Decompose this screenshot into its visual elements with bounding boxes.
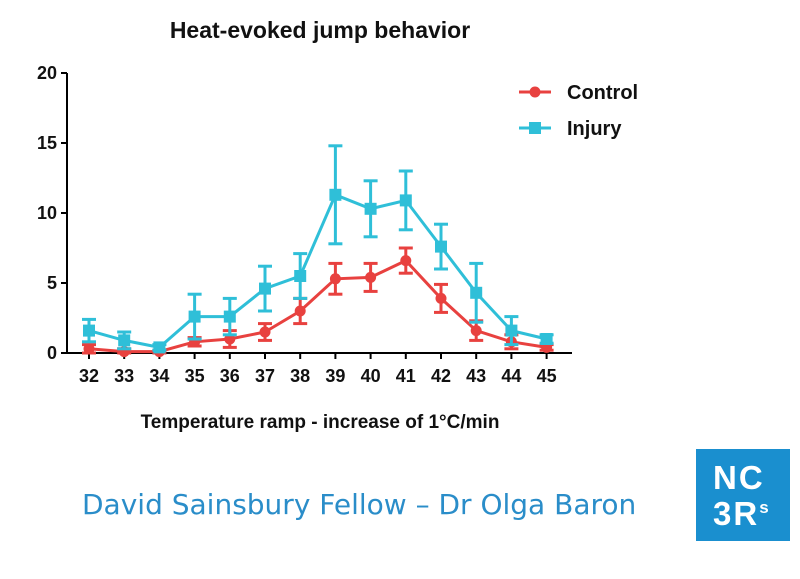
x-axis-label: Temperature ramp - increase of 1°C/min bbox=[141, 412, 500, 433]
legend-item-control: Control bbox=[519, 82, 638, 104]
data-point bbox=[470, 286, 483, 299]
data-point bbox=[364, 202, 377, 215]
data-point bbox=[435, 240, 447, 253]
y-tick-label: 15 bbox=[37, 133, 57, 153]
data-point bbox=[223, 310, 236, 323]
x-tick-label: 45 bbox=[537, 366, 557, 386]
y-tick-label: 20 bbox=[37, 63, 57, 83]
x-tick-label: 39 bbox=[325, 366, 345, 386]
x-tick-label: 34 bbox=[149, 366, 169, 386]
logo-line2-main: 3R bbox=[713, 495, 760, 532]
data-point bbox=[505, 324, 518, 337]
legend-marker bbox=[529, 122, 541, 134]
data-point bbox=[294, 270, 307, 282]
data-point bbox=[188, 310, 201, 323]
legend: Control Injury bbox=[519, 82, 638, 140]
y-tick-label: 10 bbox=[37, 203, 57, 223]
data-point bbox=[329, 188, 342, 201]
legend-label: Injury bbox=[567, 118, 622, 140]
logo-line2-sup: s bbox=[759, 498, 769, 517]
x-tick-label: 35 bbox=[185, 366, 205, 386]
legend-label: Control bbox=[567, 82, 638, 104]
data-point bbox=[259, 282, 271, 295]
x-tick-label: 43 bbox=[466, 366, 486, 386]
series-injury bbox=[82, 144, 554, 354]
x-tick-label: 41 bbox=[396, 366, 416, 386]
legend-item-injury: Injury bbox=[519, 118, 622, 140]
x-tick-label: 32 bbox=[79, 366, 99, 386]
data-point bbox=[365, 271, 377, 283]
data-point bbox=[259, 326, 271, 338]
data-point bbox=[399, 194, 412, 207]
logo-line2: 3Rs bbox=[713, 497, 769, 530]
x-tick-label: 37 bbox=[255, 366, 275, 386]
x-tick-label: 33 bbox=[114, 366, 134, 386]
x-tick-label: 38 bbox=[290, 366, 310, 386]
x-tick-label: 42 bbox=[431, 366, 451, 386]
data-point bbox=[294, 305, 306, 317]
x-tick-label: 40 bbox=[361, 366, 381, 386]
data-point bbox=[153, 341, 166, 354]
y-tick-label: 5 bbox=[47, 273, 57, 293]
data-point bbox=[470, 325, 482, 337]
series-line bbox=[88, 258, 547, 354]
y-tick-label: 0 bbox=[47, 343, 57, 363]
series-line bbox=[88, 192, 547, 350]
data-point bbox=[83, 343, 95, 355]
legend-marker bbox=[529, 86, 541, 98]
nc3rs-logo: NC 3Rs bbox=[696, 449, 790, 541]
data-point bbox=[118, 334, 131, 347]
data-point bbox=[329, 273, 341, 285]
axes: 0 5 10 15 20 32 33 34 35 36 37 38 39 40 41 42 43 44 45 bbox=[37, 63, 572, 386]
chart-title: Heat-evoked jump behavior bbox=[170, 17, 470, 43]
logo-line1: NC bbox=[713, 459, 765, 496]
data-point bbox=[435, 292, 447, 304]
footer-credit: David Sainsbury Fellow – Dr Olga Baron bbox=[82, 488, 637, 521]
data-point bbox=[400, 255, 412, 267]
x-tick-label: 44 bbox=[501, 366, 521, 386]
x-tick-label: 36 bbox=[220, 366, 240, 386]
data-point bbox=[83, 324, 95, 337]
series-layer bbox=[82, 144, 554, 358]
data-point bbox=[540, 333, 553, 345]
